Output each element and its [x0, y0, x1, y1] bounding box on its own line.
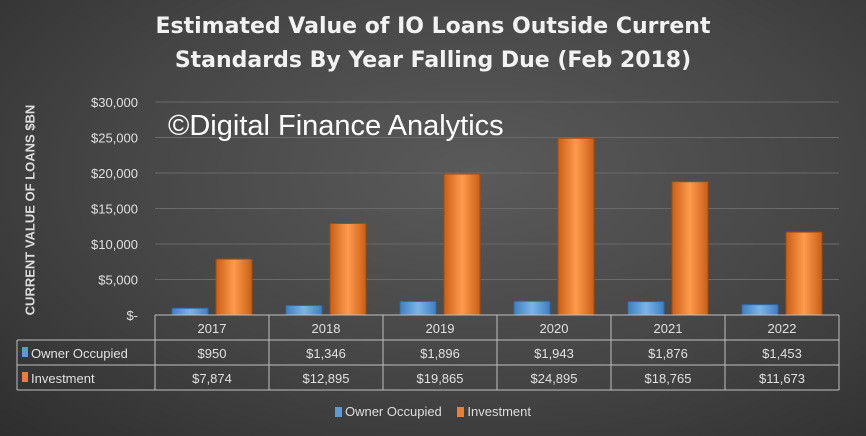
y-tick-label: $30,000	[91, 95, 138, 110]
legend: Owner Occupied Investment	[0, 404, 866, 419]
data-table-cell: $1,896	[420, 346, 460, 361]
data-table-cell: $11,673	[759, 371, 805, 386]
bar-investment-2017	[215, 258, 253, 316]
data-table-cell: $12,895	[303, 371, 350, 386]
data-table-cell: $950	[198, 346, 227, 361]
legend-swatch	[334, 407, 342, 417]
watermark: ©Digital Finance Analytics	[168, 110, 504, 142]
data-table-cell: $1,876	[648, 346, 688, 361]
data-table-cell: $19,865	[417, 371, 464, 386]
bar-owner-occupied-2020	[513, 300, 551, 316]
x-tick-label: 2022	[768, 321, 797, 336]
data-table-cell: $1,346	[306, 346, 346, 361]
bar-owner-occupied-2022	[741, 304, 779, 316]
legend-item-investment: Investment	[457, 404, 531, 419]
bar-owner-occupied-2017	[171, 307, 209, 316]
x-tick-label: 2017	[198, 321, 227, 336]
legend-swatch	[457, 407, 465, 417]
data-table-row-label: Owner Occupied	[31, 346, 128, 361]
bar-owner-occupied-2018	[285, 304, 323, 316]
data-table-cell: $7,874	[192, 371, 232, 386]
x-tick-label: 2018	[312, 321, 341, 336]
y-tick-label: $5,000	[98, 273, 138, 288]
chart-title: Estimated Value of IO Loans Outside Curr…	[0, 10, 866, 78]
y-tick-label: $15,000	[91, 202, 138, 217]
data-table-cell: $24,895	[531, 371, 578, 386]
bar-owner-occupied-2019	[399, 301, 437, 316]
title-line-2: Standards By Year Falling Due (Feb 2018)	[174, 48, 692, 73]
x-tick-label: 2019	[426, 321, 455, 336]
legend-item-owner-occupied: Owner Occupied	[334, 404, 442, 419]
title-line-1: Estimated Value of IO Loans Outside Curr…	[155, 14, 711, 39]
data-table-row-label: Investment	[31, 371, 95, 386]
legend-label: Investment	[467, 404, 532, 419]
x-tick-label: 2021	[654, 321, 683, 336]
data-table-cell: $18,765	[645, 371, 692, 386]
bar-investment-2018	[329, 222, 367, 316]
bar-owner-occupied-2021	[627, 301, 665, 316]
bar-investment-2019	[443, 173, 481, 316]
y-tick-label: $10,000	[91, 237, 138, 252]
bar-investment-2022	[785, 231, 823, 316]
x-tick-label: 2020	[540, 321, 569, 336]
bar-investment-2021	[671, 181, 709, 316]
legend-label: Owner Occupied	[344, 404, 442, 419]
data-table-legend-key	[22, 372, 28, 382]
data-table-cell: $1,453	[762, 346, 802, 361]
y-tick-label: $20,000	[91, 166, 138, 181]
data-table-legend-key	[22, 347, 28, 357]
y-tick-label: $25,000	[91, 131, 138, 146]
y-tick-label: $-	[126, 308, 138, 323]
bar-investment-2020	[557, 137, 595, 316]
data-table-cell: $1,943	[534, 346, 574, 361]
